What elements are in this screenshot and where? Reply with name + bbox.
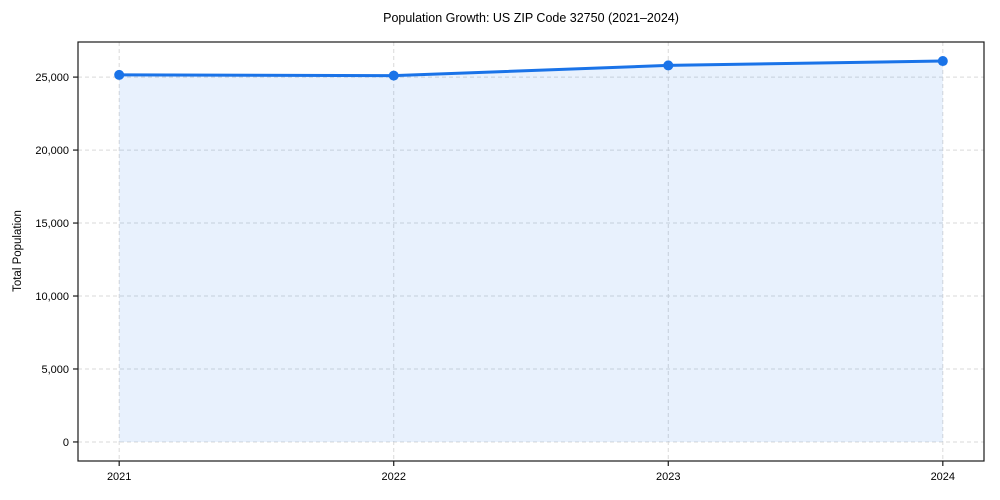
data-point-2021 — [114, 69, 125, 80]
line-series — [117, 59, 945, 78]
data-point-2022 — [388, 70, 399, 81]
y-tick-label: 5,000 — [41, 364, 69, 376]
area-fill — [119, 61, 943, 442]
y-tick-label: 25,000 — [35, 72, 69, 84]
y-tick-label: 10,000 — [35, 291, 69, 303]
y-tick-label: 15,000 — [35, 218, 69, 230]
x-tick-label: 2024 — [931, 471, 955, 483]
y-tick-label: 0 — [63, 437, 69, 449]
data-point-2023 — [663, 60, 674, 71]
data-point-2024 — [937, 56, 948, 67]
x-tick-label: 2023 — [656, 471, 680, 483]
plot-border — [77, 41, 985, 462]
x-tick-label: 2021 — [107, 471, 131, 483]
x-tick-label: 2022 — [381, 471, 405, 483]
chart-title: Population Growth: US ZIP Code 32750 (20… — [383, 11, 679, 25]
y-tick-label: 20,000 — [35, 145, 69, 157]
